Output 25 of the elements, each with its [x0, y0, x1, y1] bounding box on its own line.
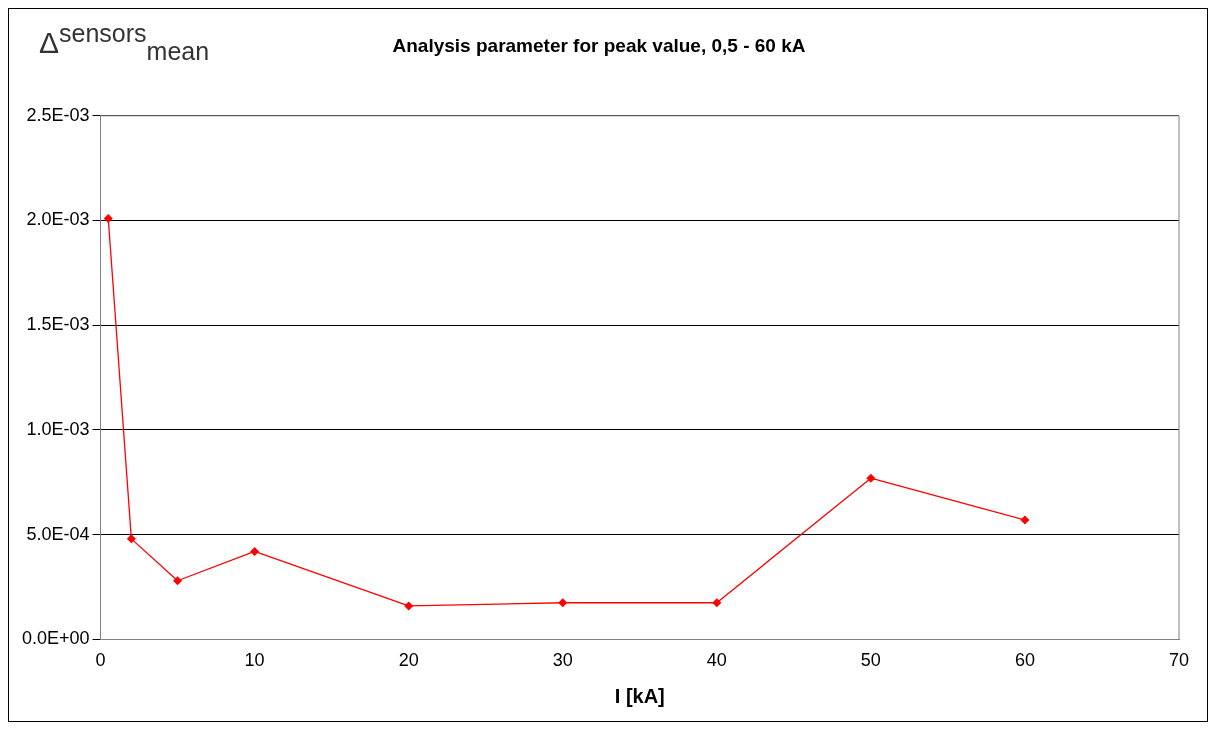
x-tick-label: 40	[706, 650, 727, 671]
y-tick-label: 1.0E-03	[26, 418, 90, 439]
point	[558, 598, 568, 608]
x-tick-label: 70	[1168, 650, 1190, 671]
y-tick-label: 2.0E-03	[26, 209, 90, 230]
point	[712, 598, 722, 608]
point	[866, 473, 876, 483]
x-tick-label: 20	[398, 650, 419, 671]
point	[1020, 515, 1030, 525]
x-tick-label: 10	[244, 650, 265, 671]
x-tick-label: 50	[860, 650, 881, 671]
chart-title: Analysis parameter for peak value, 0,5 - 60 kA	[392, 34, 806, 56]
x-tick-label: 60	[1014, 650, 1035, 671]
y-tick-label: 1.5E-03	[26, 314, 90, 335]
point	[173, 576, 183, 586]
point	[404, 601, 414, 611]
x-tick-label: 0	[95, 650, 106, 671]
point	[103, 213, 113, 223]
y-tick-label: 2.5E-03	[26, 104, 90, 125]
y-tick-label: 0.0E+00	[22, 628, 90, 649]
x-tick-label: 30	[552, 650, 573, 671]
y-tick-label: 5.0E-04	[26, 523, 90, 544]
point	[126, 534, 136, 544]
point	[250, 546, 260, 556]
x-axis-title: I [kA]	[614, 684, 665, 707]
